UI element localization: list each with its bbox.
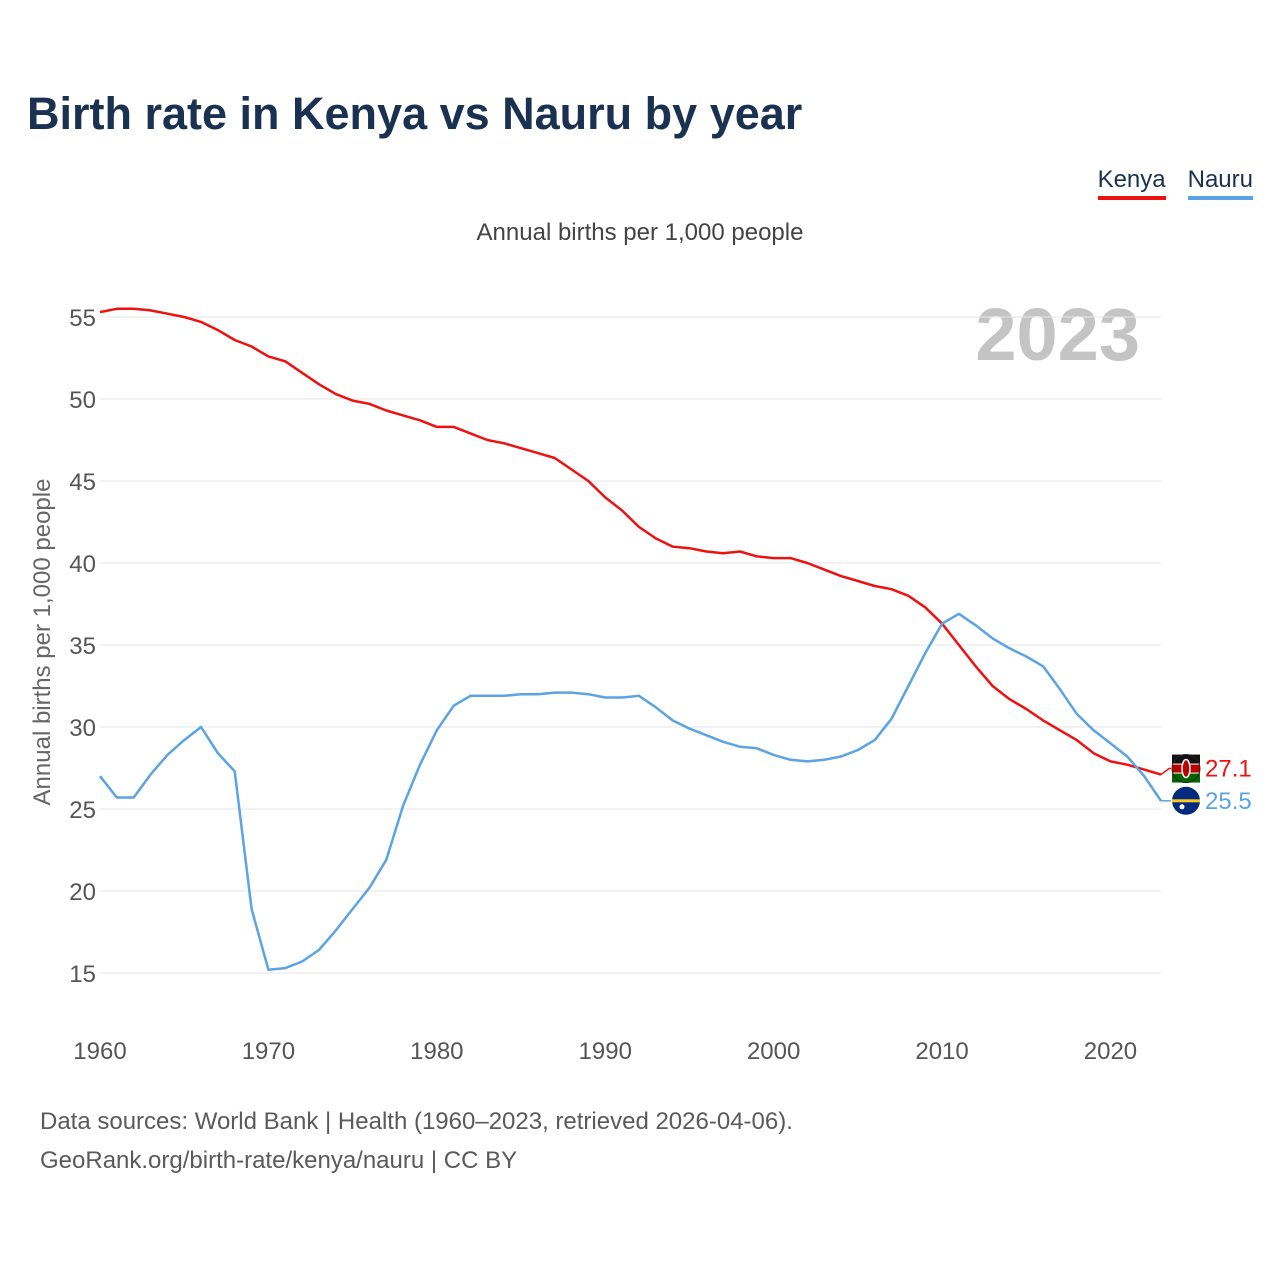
y-tick-label: 15 — [69, 961, 96, 988]
nauru-flag-icon — [1172, 786, 1200, 815]
kenya-flag-icon — [1171, 754, 1201, 784]
chart-title: Birth rate in Kenya vs Nauru by year — [27, 88, 803, 139]
legend-item-nauru[interactable]: Nauru — [1187, 166, 1253, 200]
y-tick-label: 25 — [69, 797, 96, 824]
y-tick-label: 45 — [69, 469, 96, 496]
y-tick-label: 35 — [69, 633, 96, 660]
chart-plot: Annual births per 1,000 people 2023 Annu… — [29, 219, 1252, 1065]
end-label-nauru: 25.5 — [1205, 788, 1252, 815]
x-tick-label: 2020 — [1084, 1038, 1137, 1065]
y-axis-label: Annual births per 1,000 people — [29, 479, 56, 806]
x-tick-label: 1990 — [579, 1038, 632, 1065]
year-watermark: 2023 — [975, 293, 1140, 376]
x-tick-label: 2010 — [915, 1038, 968, 1065]
y-tick-label: 40 — [69, 551, 96, 578]
x-tick-label: 1960 — [73, 1038, 126, 1065]
series-line-kenya — [99, 307, 1162, 776]
series-line-nauru — [99, 612, 1163, 971]
x-tick-label: 2000 — [747, 1038, 800, 1065]
x-tick-label: 1970 — [242, 1038, 295, 1065]
end-label-kenya: 27.1 — [1205, 756, 1252, 783]
y-tick-label: 50 — [69, 387, 96, 414]
footer-link[interactable]: GeoRank.org/birth-rate/kenya/nauru | CC … — [40, 1147, 518, 1174]
y-tick-label: 30 — [69, 715, 96, 742]
y-tick-label: 55 — [69, 305, 96, 332]
x-tick-label: 1980 — [410, 1038, 463, 1065]
chart-subtitle: Annual births per 1,000 people — [477, 219, 804, 246]
legend: Kenya Nauru — [1097, 166, 1253, 200]
y-tick-label: 20 — [69, 879, 96, 906]
legend-item-kenya[interactable]: Kenya — [1097, 166, 1166, 200]
footer-sources: Data sources: World Bank | Health (1960–… — [40, 1108, 793, 1135]
end-connector — [1160, 767, 1171, 776]
